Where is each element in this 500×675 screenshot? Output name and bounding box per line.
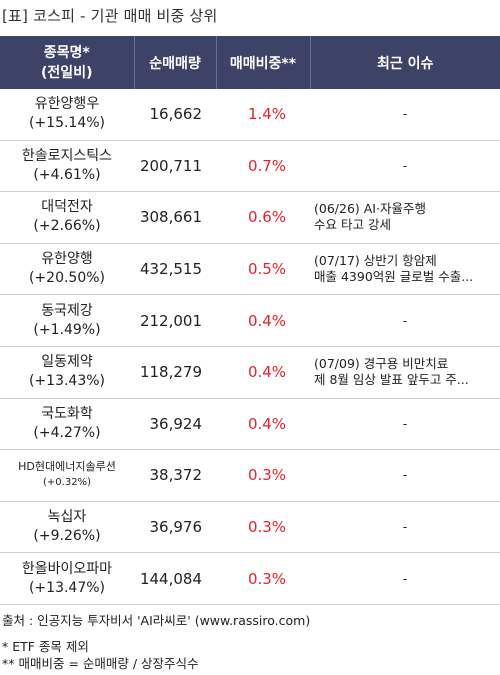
issue-line-1: (07/09) 경구용 비만치료 xyxy=(314,356,449,372)
stock-change: (+4.61%) xyxy=(33,166,101,183)
stock-name: 한솔로지스틱스 xyxy=(21,147,113,164)
stock-name: 유한양행우 xyxy=(34,96,100,113)
net-volume-cell: 16,662 xyxy=(134,89,216,141)
recent-issue-cell: - xyxy=(310,89,500,141)
stock-name: HD현대에너지솔루션 xyxy=(18,460,116,474)
recent-issue-cell: - xyxy=(310,552,500,605)
trade-ratio-cell: 0.6% xyxy=(216,191,310,244)
stock-change: (+4.27%) xyxy=(33,424,101,441)
stock-name-cell: 한솔로지스틱스 (+4.61%) xyxy=(0,140,134,193)
header-stock-name: 종목명* (전일비) xyxy=(0,36,135,89)
stock-change: (+0.32%) xyxy=(43,477,91,489)
table-row: 동국제강 (+1.49%) 212,001 0.4% - xyxy=(0,294,500,347)
ratio-table: 종목명* (전일비) 순매매량 매매비중** 최근 이슈 유한양행우 (+15.1… xyxy=(0,36,500,605)
table-row: 유한양행 (+20.50%) 432,515 0.5% (07/17) 상반기 항암제 매… xyxy=(0,243,500,296)
stock-change: (+2.66%) xyxy=(33,218,101,235)
net-volume-cell: 432,515 xyxy=(134,243,216,296)
issue-line-2: 수요 타고 강세 xyxy=(314,217,391,233)
table-row: 일동제약 (+13.43%) 118,279 0.4% (07/09) 경구용 비만치료… xyxy=(0,346,500,399)
trade-ratio-cell: 0.4% xyxy=(216,398,310,451)
source-note: 출처 : 인공지능 투자비서 'AI라씨로' (www.rassiro.com) xyxy=(2,613,311,628)
table-row: HD현대에너지솔루션 (+0.32%) 38,372 0.3% - xyxy=(0,449,500,502)
issue-line-2: 매출 4390억원 글로벌 수출... xyxy=(314,269,474,285)
net-volume-cell: 38,372 xyxy=(134,449,216,502)
table-row: 유한양행우 (+15.14%) 16,662 1.4% - xyxy=(0,89,500,141)
recent-issue-cell: (06/26) AI·자율주행 수요 타고 강세 xyxy=(310,191,500,244)
stock-name-cell: 녹십자 (+9.26%) xyxy=(0,501,134,554)
header-stock-name-line2: (전일비) xyxy=(41,64,93,81)
net-volume-cell: 200,711 xyxy=(134,140,216,193)
stock-name: 유한양행 xyxy=(41,251,93,268)
stock-name-cell: 유한양행 (+20.50%) xyxy=(0,243,134,296)
header-recent-issue: 최근 이슈 xyxy=(310,36,500,89)
stock-change: (+20.50%) xyxy=(28,270,106,287)
footnote-etf: * ETF 종목 제외 xyxy=(2,639,89,654)
issue-line-1: (06/26) AI·자율주행 xyxy=(314,201,426,217)
trade-ratio-cell: 0.7% xyxy=(216,140,310,193)
stock-name-cell: 동국제강 (+1.49%) xyxy=(0,294,134,347)
net-volume-cell: 212,001 xyxy=(134,294,216,347)
table-row: 국도화학 (+4.27%) 36,924 0.4% - xyxy=(0,398,500,451)
recent-issue-cell: - xyxy=(310,294,500,347)
net-volume-cell: 36,976 xyxy=(134,501,216,554)
stock-name: 동국제강 xyxy=(41,302,93,319)
stock-name: 녹십자 xyxy=(47,509,87,526)
stock-name-cell: 일동제약 (+13.43%) xyxy=(0,346,134,399)
stock-change: (+9.26%) xyxy=(33,528,101,545)
issue-line-2: 제 8월 임상 발표 앞두고 주... xyxy=(314,372,469,388)
table-row: 한솔로지스틱스 (+4.61%) 200,711 0.7% - xyxy=(0,140,500,193)
stock-name-cell: 유한양행우 (+15.14%) xyxy=(0,89,134,141)
trade-ratio-cell: 0.3% xyxy=(216,449,310,502)
header-trade-ratio: 매매비중** xyxy=(216,36,311,89)
table-row: 대덕전자 (+2.66%) 308,661 0.6% (06/26) AI·자율주행 수요… xyxy=(0,191,500,244)
trade-ratio-cell: 1.4% xyxy=(216,89,310,141)
stock-name: 일동제약 xyxy=(41,354,93,371)
trade-ratio-cell: 0.3% xyxy=(216,501,310,554)
recent-issue-cell: - xyxy=(310,449,500,502)
stock-name-cell: HD현대에너지솔루션 (+0.32%) xyxy=(0,449,134,502)
net-volume-cell: 118,279 xyxy=(134,346,216,399)
stock-name: 국도화학 xyxy=(41,405,93,422)
trade-ratio-cell: 0.3% xyxy=(216,552,310,605)
recent-issue-cell: (07/17) 상반기 항암제 매출 4390억원 글로벌 수출... xyxy=(310,243,500,296)
net-volume-cell: 144,084 xyxy=(134,552,216,605)
stock-change: (+15.14%) xyxy=(28,115,106,132)
header-net-volume: 순매매량 xyxy=(134,36,217,89)
trade-ratio-cell: 0.5% xyxy=(216,243,310,296)
net-volume-cell: 36,924 xyxy=(134,398,216,451)
recent-issue-cell: - xyxy=(310,501,500,554)
stock-name: 대덕전자 xyxy=(41,199,93,216)
stock-change: (+13.47%) xyxy=(28,579,106,596)
table-row: 한올바이오파마 (+13.47%) 144,084 0.3% - xyxy=(0,552,500,605)
table-header-row: 종목명* (전일비) 순매매량 매매비중** 최근 이슈 xyxy=(0,36,500,89)
stock-change: (+1.49%) xyxy=(33,321,101,338)
table-row: 녹십자 (+9.26%) 36,976 0.3% - xyxy=(0,501,500,554)
recent-issue-cell: (07/09) 경구용 비만치료 제 8월 임상 발표 앞두고 주... xyxy=(310,346,500,399)
net-volume-cell: 308,661 xyxy=(134,191,216,244)
stock-name-cell: 대덕전자 (+2.66%) xyxy=(0,191,134,244)
trade-ratio-cell: 0.4% xyxy=(216,294,310,347)
stock-change: (+13.43%) xyxy=(28,373,106,390)
stock-name: 한올바이오파마 xyxy=(21,560,113,577)
stock-name-cell: 국도화학 (+4.27%) xyxy=(0,398,134,451)
header-stock-name-line1: 종목명* xyxy=(43,44,90,61)
recent-issue-cell: - xyxy=(310,398,500,451)
recent-issue-cell: - xyxy=(310,140,500,193)
trade-ratio-cell: 0.4% xyxy=(216,346,310,399)
footnote-ratio: ** 매매비중 = 순매매량 / 상장주식수 xyxy=(2,656,199,671)
stock-name-cell: 한올바이오파마 (+13.47%) xyxy=(0,552,134,605)
page-title: [표] 코스피 - 기관 매매 비중 상위 xyxy=(2,7,218,25)
issue-line-1: (07/17) 상반기 항암제 xyxy=(314,253,437,269)
